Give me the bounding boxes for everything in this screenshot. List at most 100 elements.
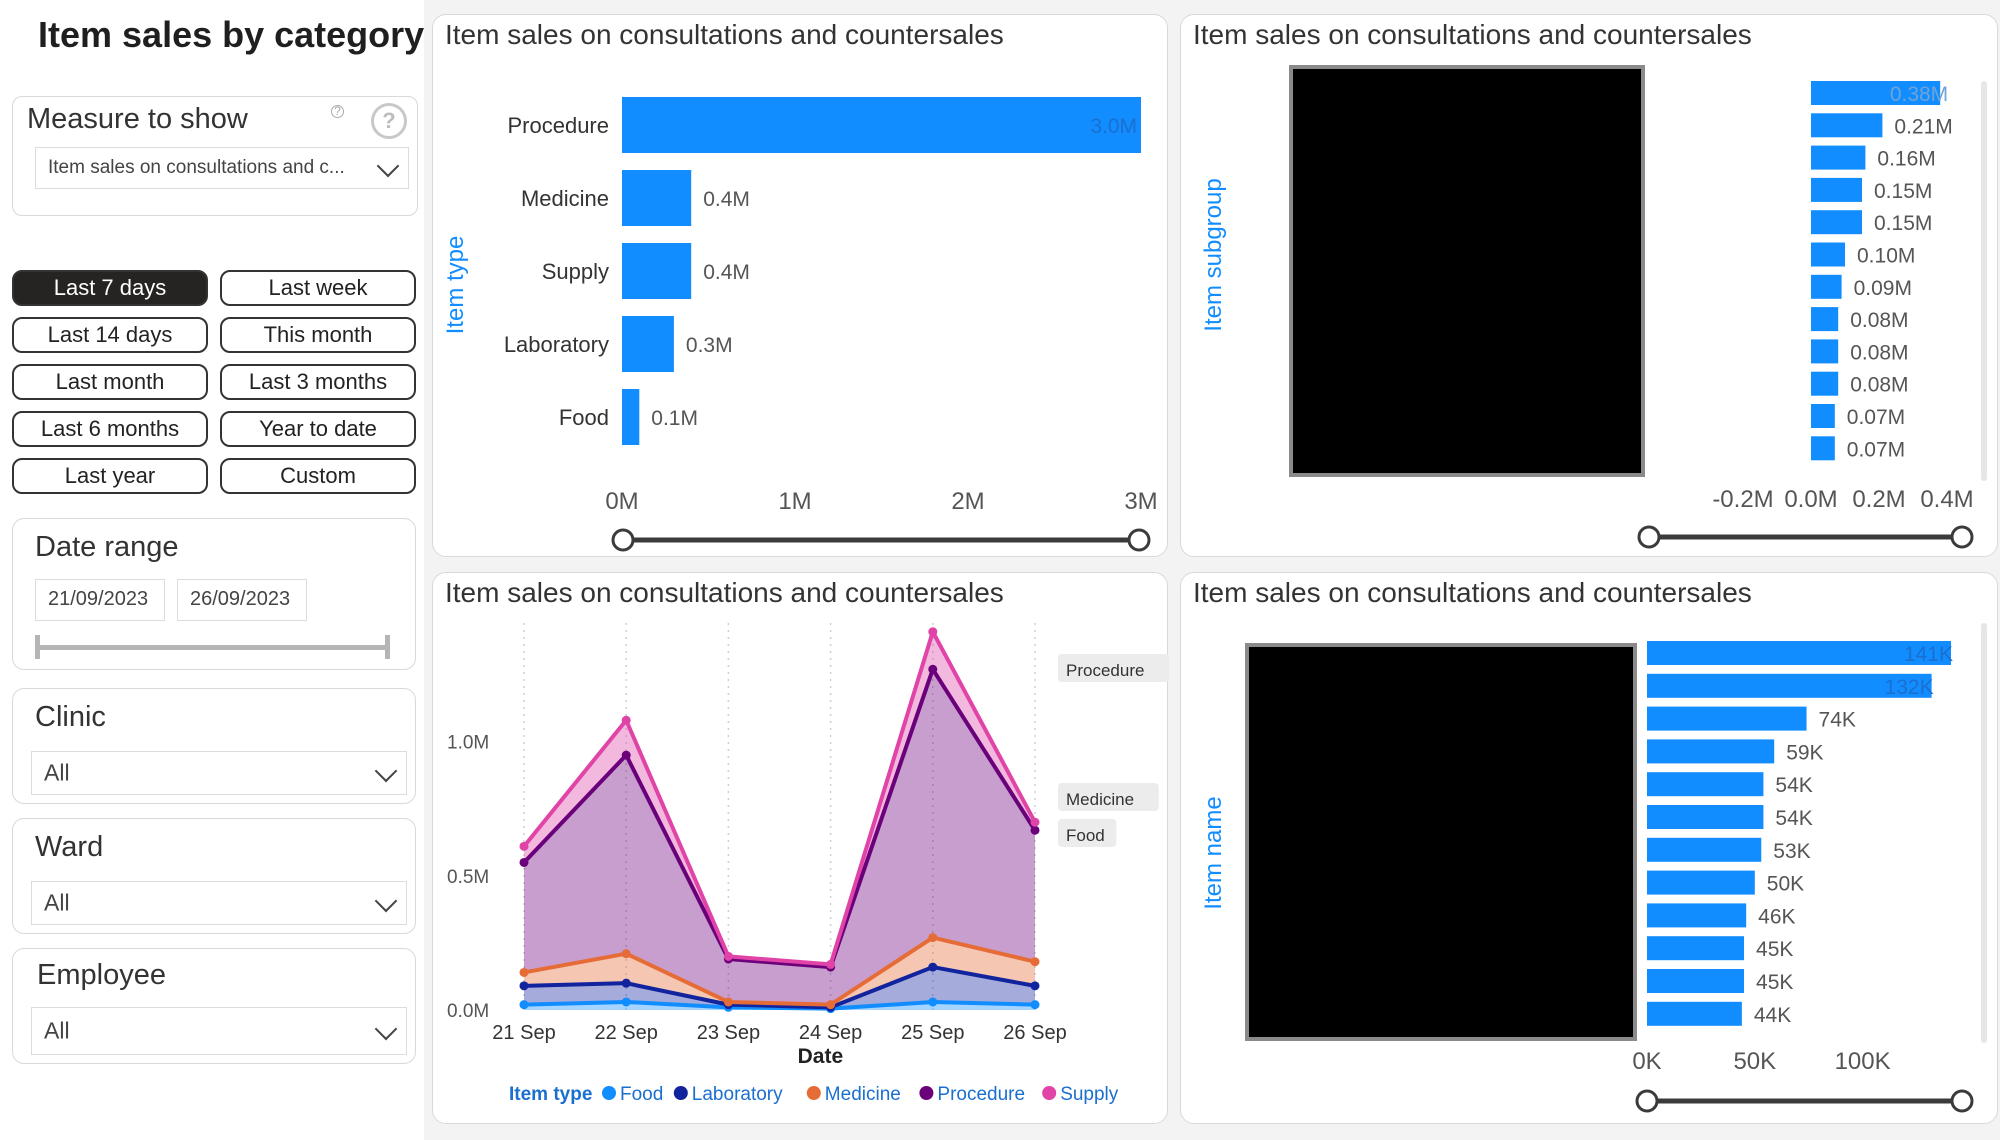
category-label-supply: Supply [542, 259, 609, 284]
bar-subgroup [1811, 210, 1862, 235]
employee-dropdown[interactable]: All [31, 1007, 407, 1055]
scrollbar[interactable] [1981, 81, 1987, 481]
scrollbar[interactable] [1981, 623, 1987, 1043]
data-label: 0.15M [1874, 212, 1932, 235]
chart-title: Item sales on consultations and counters… [1193, 19, 1752, 50]
line-laboratory [523, 965, 1036, 1010]
data-label-food: 0.1M [651, 407, 698, 430]
data-label: 132K [1885, 676, 1934, 699]
clinic-slicer: Clinic All [12, 688, 416, 804]
bar-laboratory [622, 316, 674, 372]
image-placeholder [1245, 643, 1637, 1041]
bar-subgroup [1811, 81, 1941, 105]
date-slider-track[interactable] [39, 645, 389, 650]
point-laboratory [519, 981, 529, 991]
bar-item [1647, 936, 1745, 961]
legend-label-supply: Supply [1060, 1084, 1119, 1105]
y-tick-label: 0.0M [447, 1001, 489, 1022]
bar-item [1647, 739, 1775, 764]
end-label-food: Food [1066, 826, 1105, 845]
button-last-year[interactable]: Last year [12, 458, 208, 494]
button-year-to-date[interactable]: Year to date [220, 411, 416, 447]
data-label: 0.15M [1874, 180, 1932, 203]
button-last-3-months[interactable]: Last 3 months [220, 364, 416, 400]
point-procedure [1030, 825, 1040, 835]
date-area-chart: 21 Sep 22 Sep 23 Sep 24 Sep 25 Sep 26 Sep Date… [447, 623, 1169, 1105]
point-procedure [621, 750, 631, 760]
y-axis-title: Item subgroup [1200, 178, 1227, 331]
bar-subgroup [1811, 145, 1866, 170]
chart-card-date-area: Item sales on consultations and counters… [432, 572, 1169, 1124]
y-axis-title: Item name [1200, 796, 1227, 909]
x-tick-label: 2M [951, 488, 984, 515]
data-label: 0.07M [1847, 406, 1905, 429]
date-slider-end-handle[interactable] [385, 635, 390, 659]
data-label: 45K [1756, 938, 1793, 961]
range-slider-end-handle[interactable] [1950, 525, 1974, 549]
bar-item [1647, 706, 1807, 731]
category-label-medicine: Medicine [521, 186, 609, 211]
range-slider-start-handle[interactable] [1635, 1089, 1659, 1113]
bar-item [1647, 837, 1762, 862]
data-label: 0.07M [1847, 438, 1905, 461]
x-tick-label: 24 Sep [799, 1022, 862, 1044]
category-label-laboratory: Laboratory [504, 332, 609, 357]
category-label-food: Food [559, 405, 609, 430]
button-custom[interactable]: Custom [220, 458, 416, 494]
ward-slicer: Ward All [12, 818, 416, 934]
point-supply [928, 627, 938, 637]
data-label-supply: 0.4M [703, 261, 750, 284]
point-food [928, 997, 938, 1007]
range-slider-start-handle[interactable] [1637, 525, 1661, 549]
point-medicine [826, 1000, 836, 1010]
measure-dropdown[interactable]: Item sales on consultations and c... [35, 147, 409, 189]
range-slider-start-handle[interactable] [611, 528, 635, 552]
end-label-medicine: Medicine [1066, 790, 1134, 809]
bar-food [622, 389, 640, 445]
item-name-bar-chart: Item name 141K 132K 74K 59K 54K 54K 53K 50K 46K 45… [1200, 641, 1974, 1113]
x-tick-label: 22 Sep [595, 1022, 658, 1044]
x-tick-label: 26 Sep [1003, 1022, 1066, 1044]
chart-card-item-subgroup: Item sales on consultations and counters… [1180, 14, 1998, 557]
button-this-month[interactable]: This month [220, 317, 416, 353]
button-last-6-months[interactable]: Last 6 months [12, 411, 208, 447]
data-label: 0.16M [1877, 148, 1935, 171]
start-date-input[interactable]: 21/09/2023 [35, 579, 165, 621]
y-axis-title: Item type [442, 236, 469, 335]
x-tick-label: 0.0M [1784, 486, 1837, 513]
range-slider-end-handle[interactable] [1127, 528, 1151, 552]
point-laboratory [1030, 981, 1040, 991]
info-icon: ? [331, 105, 344, 118]
bar-subgroup [1811, 113, 1883, 138]
item-type-bar-chart: Item type Procedure 3.0M Medicine 0.4M Supply… [442, 97, 1158, 552]
button-last-7-days[interactable]: Last 7 days [12, 270, 208, 306]
button-last-week[interactable]: Last week [220, 270, 416, 306]
bar-item [1647, 673, 1932, 698]
data-label: 59K [1786, 741, 1823, 764]
range-slider-end-handle[interactable] [1950, 1089, 1974, 1113]
end-label-box [1058, 654, 1169, 682]
end-date-input[interactable]: 26/09/2023 [177, 579, 307, 621]
bar-item [1647, 805, 1764, 829]
button-last-month[interactable]: Last month [12, 364, 208, 400]
clinic-dropdown[interactable]: All [31, 751, 407, 795]
chart-title: Item sales on consultations and counters… [445, 577, 1004, 608]
bar-subgroup [1811, 404, 1835, 428]
date-slider-start-handle[interactable] [35, 635, 40, 659]
date-range-title: Date range [35, 531, 179, 563]
line-procedure [522, 667, 1037, 970]
point-procedure [519, 857, 529, 867]
bar-subgroup [1811, 274, 1842, 299]
date-range-slicer: Date range 21/09/2023 26/09/2023 [12, 518, 416, 670]
help-icon[interactable]: ? [371, 103, 407, 139]
bar-subgroup [1811, 307, 1839, 332]
ward-dropdown[interactable]: All [31, 881, 407, 925]
data-label: 0.08M [1850, 374, 1908, 397]
page-title: Item sales by category [38, 14, 425, 55]
bar-item [1647, 772, 1764, 797]
data-label-medicine: 0.4M [703, 188, 750, 211]
image-placeholder [1289, 65, 1645, 477]
point-supply [519, 841, 529, 851]
button-last-14-days[interactable]: Last 14 days [12, 317, 208, 353]
legend-marker-supply [1042, 1086, 1057, 1100]
